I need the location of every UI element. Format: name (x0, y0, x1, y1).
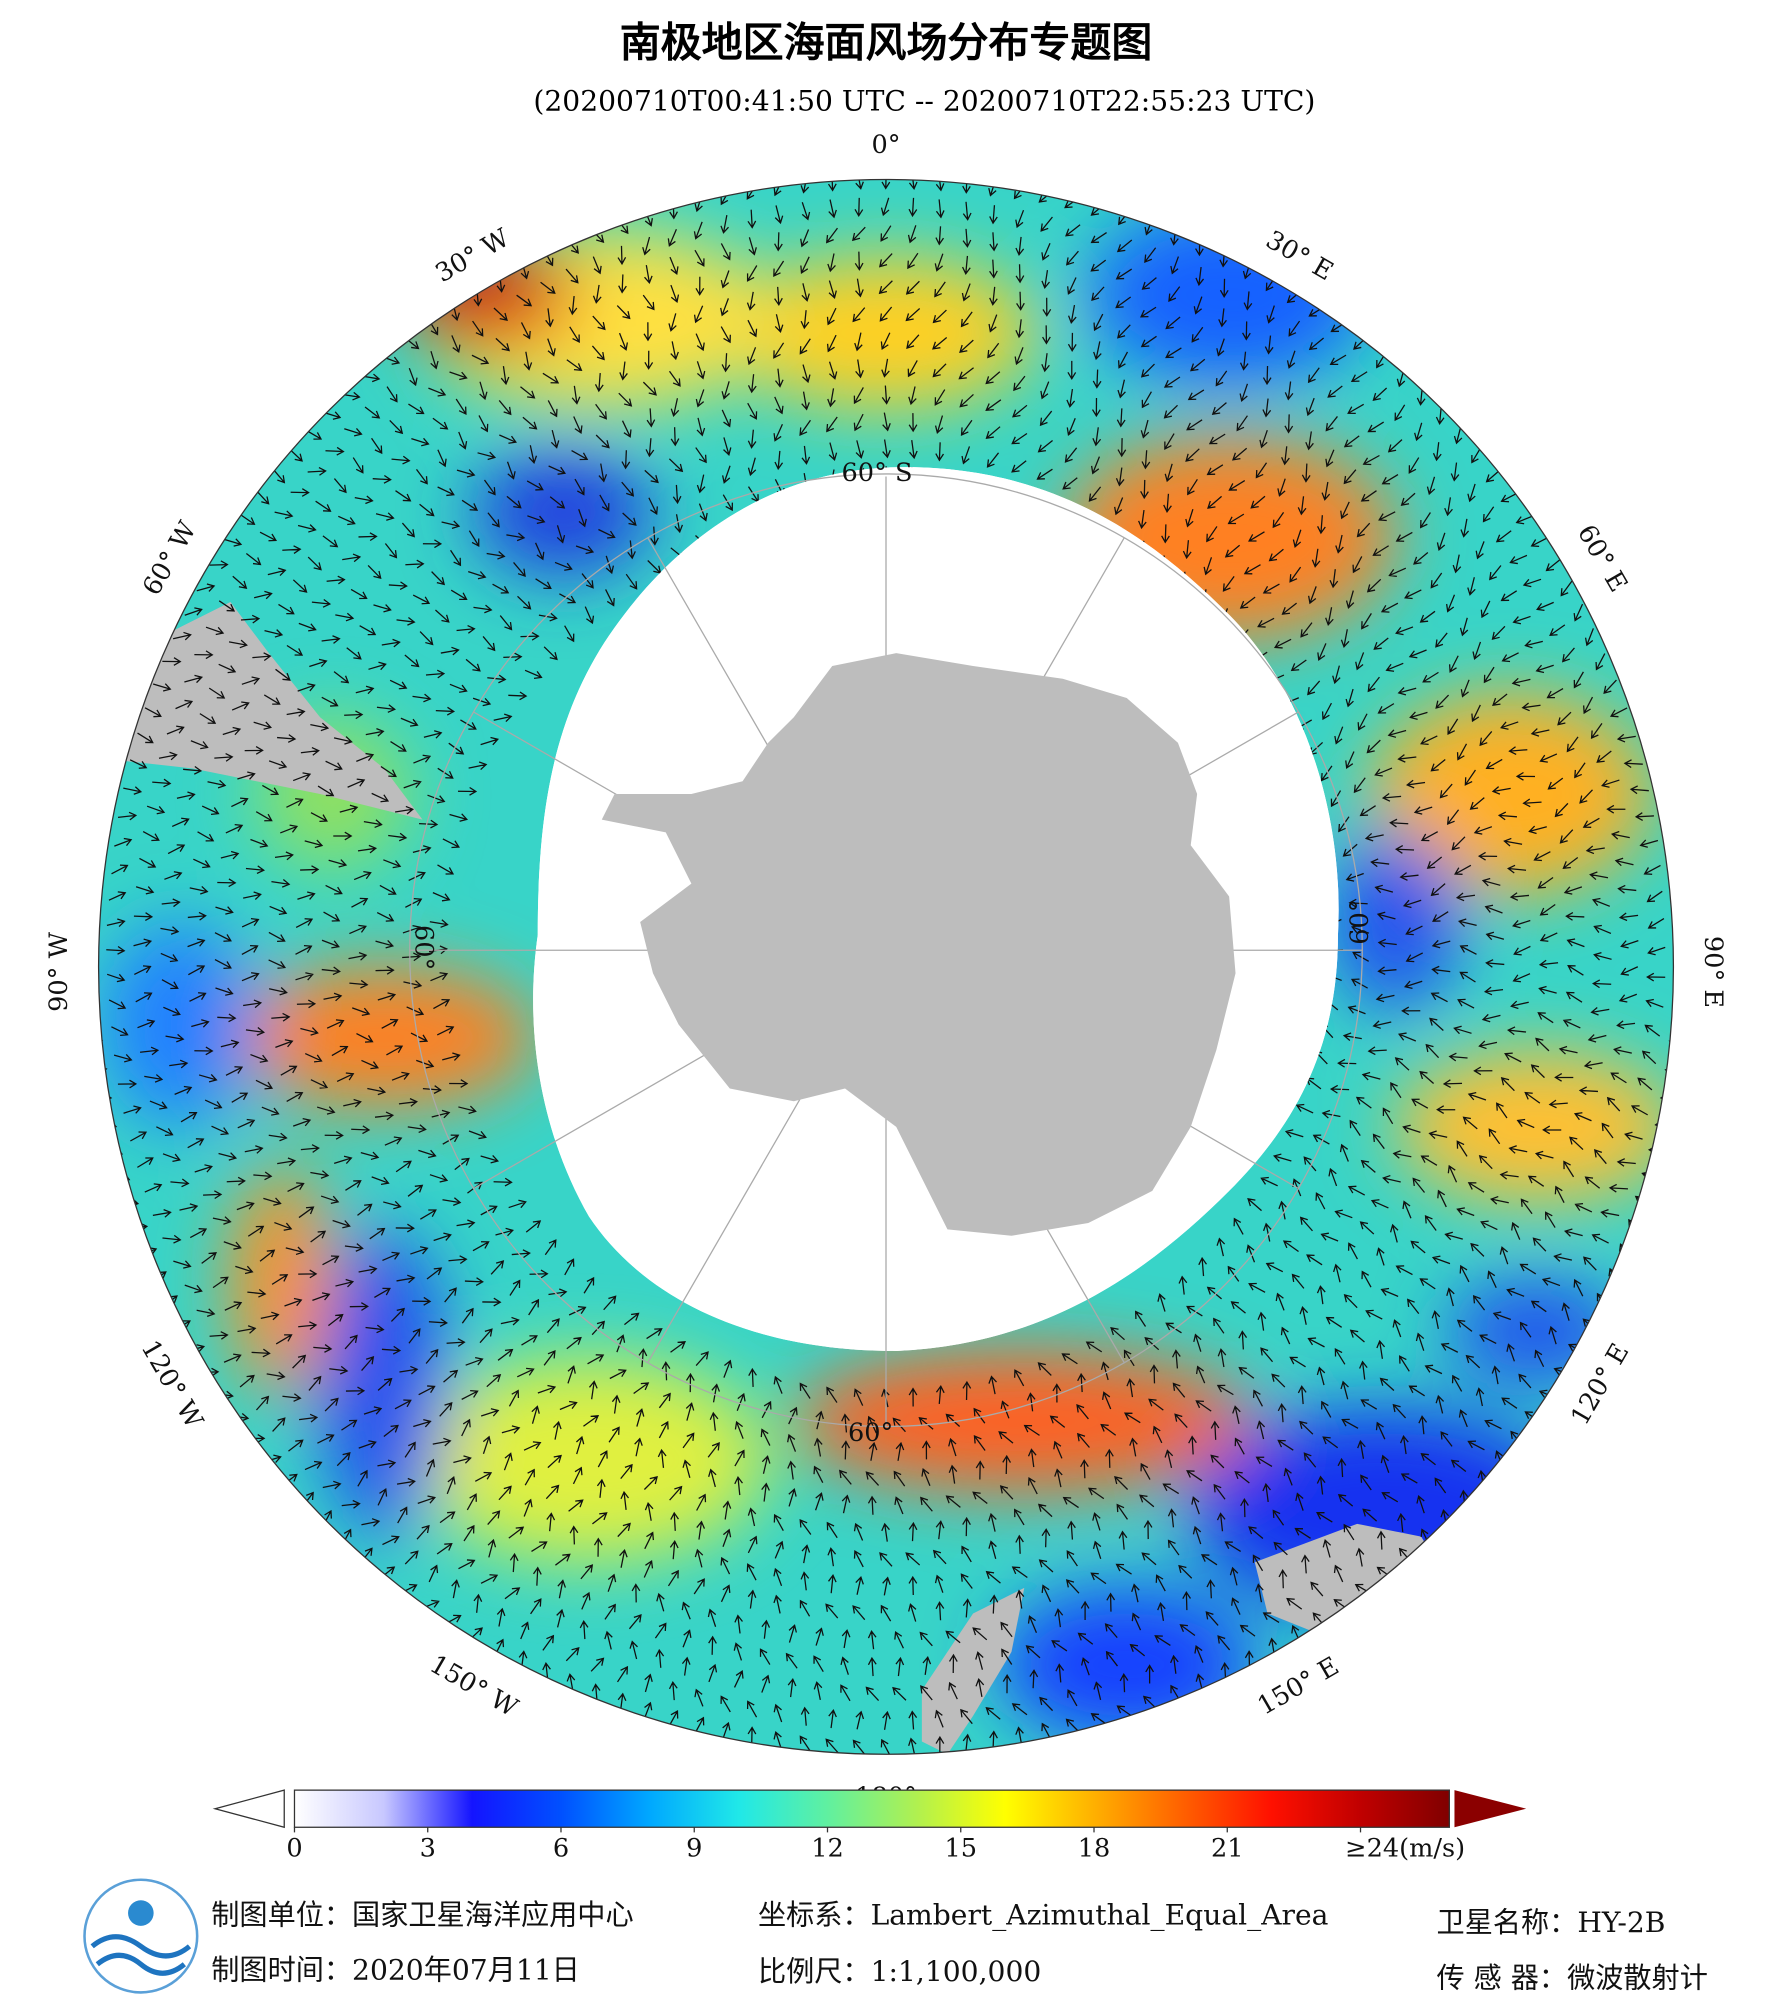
colorbar-tick-label: 15 (944, 1834, 977, 1864)
longitude-label: 150° E (1253, 1651, 1345, 1721)
title: 南极地区海面风场分布专题图 (620, 19, 1153, 67)
subtitle: (20200710T00:41:50 UTC -- 20200710T22:55… (533, 84, 1315, 117)
latitude-label: 60° S (842, 458, 913, 488)
latitude-label: 60° (1345, 899, 1375, 944)
colorbar-tick-label: 3 (420, 1834, 436, 1864)
map-border (97, 178, 1675, 1755)
colorbar-tick-label: 6 (553, 1834, 569, 1864)
speed-shading (102, 205, 1674, 1742)
longitude-label: 90° E (1698, 936, 1728, 1008)
colorbar (293, 1789, 1450, 1828)
latitude-label: 60° (848, 1418, 893, 1448)
longitude-label: 60° E (1571, 520, 1633, 598)
new-zealand (921, 1587, 1025, 1755)
satellite: 卫星名称：HY-2B (1437, 1906, 1666, 1939)
longitude-label: 0° (871, 130, 900, 160)
crs: 坐标系：Lambert_Azimuthal_Equal_Area (758, 1899, 1329, 1932)
sensor: 传 感 器：微波散射计 (1437, 1961, 1708, 1994)
colorbar-tick-label: ≥24(m/s) (1345, 1834, 1465, 1864)
date: 制图时间：2020年07月11日 (211, 1954, 580, 1987)
colorbar-over (1454, 1790, 1527, 1828)
longitude-label: 60° W (137, 516, 203, 601)
wind-field-map (98, 179, 1674, 1755)
producer: 制图单位：国家卫星海洋应用中心 (211, 1899, 633, 1932)
colorbar-tick-label: 18 (1078, 1834, 1111, 1864)
colorbar-tick-label: 9 (686, 1834, 702, 1864)
colorbar-tick-label: 12 (811, 1834, 844, 1864)
longitude-label: 120° E (1565, 1339, 1635, 1431)
logo (83, 1878, 199, 1994)
longitude-label: 150° W (424, 1649, 523, 1723)
longitude-label: 30° E (1261, 225, 1339, 287)
colorbar-under (212, 1789, 285, 1829)
longitude-label: 90° W (44, 931, 74, 1011)
latitude-label: 60° (409, 925, 439, 970)
colorbar-tick-label: 21 (1211, 1834, 1244, 1864)
colorbar-tick-label: 0 (286, 1834, 302, 1864)
scale: 比例尺：1:1,100,000 (758, 1955, 1041, 1988)
antarctica (601, 653, 1236, 1236)
